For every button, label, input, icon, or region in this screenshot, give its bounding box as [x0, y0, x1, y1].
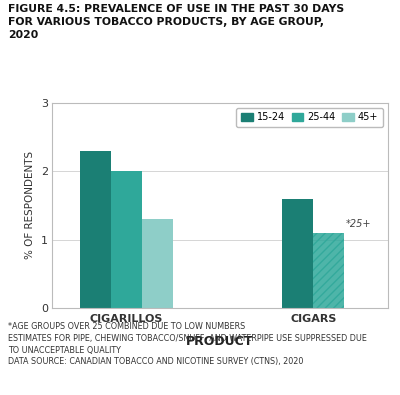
Bar: [80, 150, 111, 308]
Bar: [111, 171, 142, 308]
X-axis label: PRODUCT: PRODUCT: [186, 335, 254, 348]
Text: *AGE GROUPS OVER 25 COMBINED DUE TO LOW NUMBERS
ESTIMATES FOR PIPE, CHEWING TOBA: *AGE GROUPS OVER 25 COMBINED DUE TO LOW …: [8, 322, 367, 366]
Bar: [282, 199, 313, 308]
Y-axis label: % OF RESPONDENTS: % OF RESPONDENTS: [25, 151, 35, 260]
Text: FIGURE 4.5: PREVALENCE OF USE IN THE PAST 30 DAYS
FOR VARIOUS TOBACCO PRODUCTS, : FIGURE 4.5: PREVALENCE OF USE IN THE PAS…: [8, 4, 344, 40]
Legend: 15-24, 25-44, 45+: 15-24, 25-44, 45+: [236, 107, 383, 127]
Text: *25+: *25+: [346, 219, 372, 229]
Bar: [313, 233, 344, 308]
Bar: [142, 219, 173, 308]
